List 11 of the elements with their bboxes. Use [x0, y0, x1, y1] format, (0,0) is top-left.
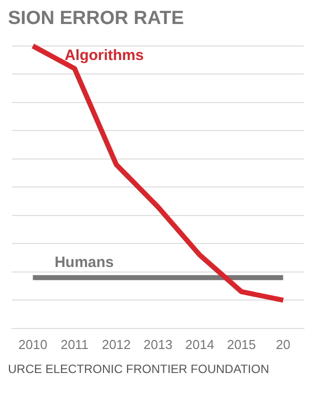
x-tick-label: 2013: [144, 336, 172, 352]
chart-title: SION ERROR RATE: [8, 8, 185, 30]
text: URCE ELECTRONIC FRONTIER FOUNDATION: [8, 362, 270, 376]
series-label: Algorithms: [64, 47, 144, 64]
x-tick-label: 2012: [102, 336, 131, 352]
x-tick-label: 2014: [185, 336, 214, 352]
x-tick-label: 2011: [60, 336, 89, 352]
x-tick-label: 2015: [226, 336, 256, 352]
series-label: Humans: [54, 254, 114, 272]
x-tick-label: 20: [276, 336, 290, 352]
x-tick-label: 2010: [18, 336, 48, 352]
